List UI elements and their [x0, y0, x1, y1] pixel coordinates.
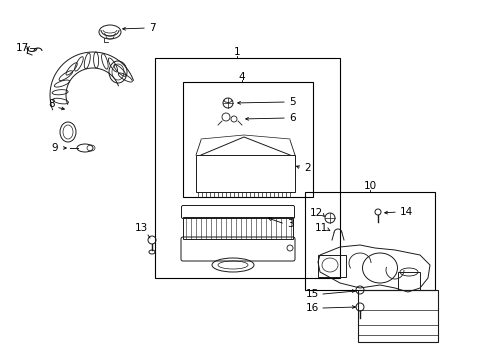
Bar [357, 290, 437, 342]
Text: 10: 10 [363, 181, 376, 191]
Text: 15: 15 [305, 289, 318, 299]
Text: 2: 2 [304, 163, 310, 173]
Bar [183, 82, 312, 197]
Text: 17: 17 [15, 43, 29, 53]
Text: 1: 1 [233, 47, 240, 57]
Bar [317, 255, 346, 277]
Text: 11: 11 [314, 223, 327, 233]
Text: 6: 6 [288, 113, 295, 123]
Text: 16: 16 [305, 303, 318, 313]
Bar [305, 192, 434, 290]
Text: 4: 4 [238, 72, 245, 82]
Bar [155, 58, 339, 278]
Text: 8: 8 [49, 99, 55, 109]
Bar [196, 155, 294, 192]
Bar [183, 217, 292, 239]
Bar [397, 272, 419, 290]
Text: 5: 5 [288, 97, 295, 107]
Text: 13: 13 [134, 223, 147, 233]
Text: 14: 14 [399, 207, 412, 217]
Text: 9: 9 [52, 143, 58, 153]
Text: 7: 7 [149, 23, 155, 33]
Text: 12: 12 [309, 208, 322, 218]
Text: 3: 3 [286, 219, 293, 229]
